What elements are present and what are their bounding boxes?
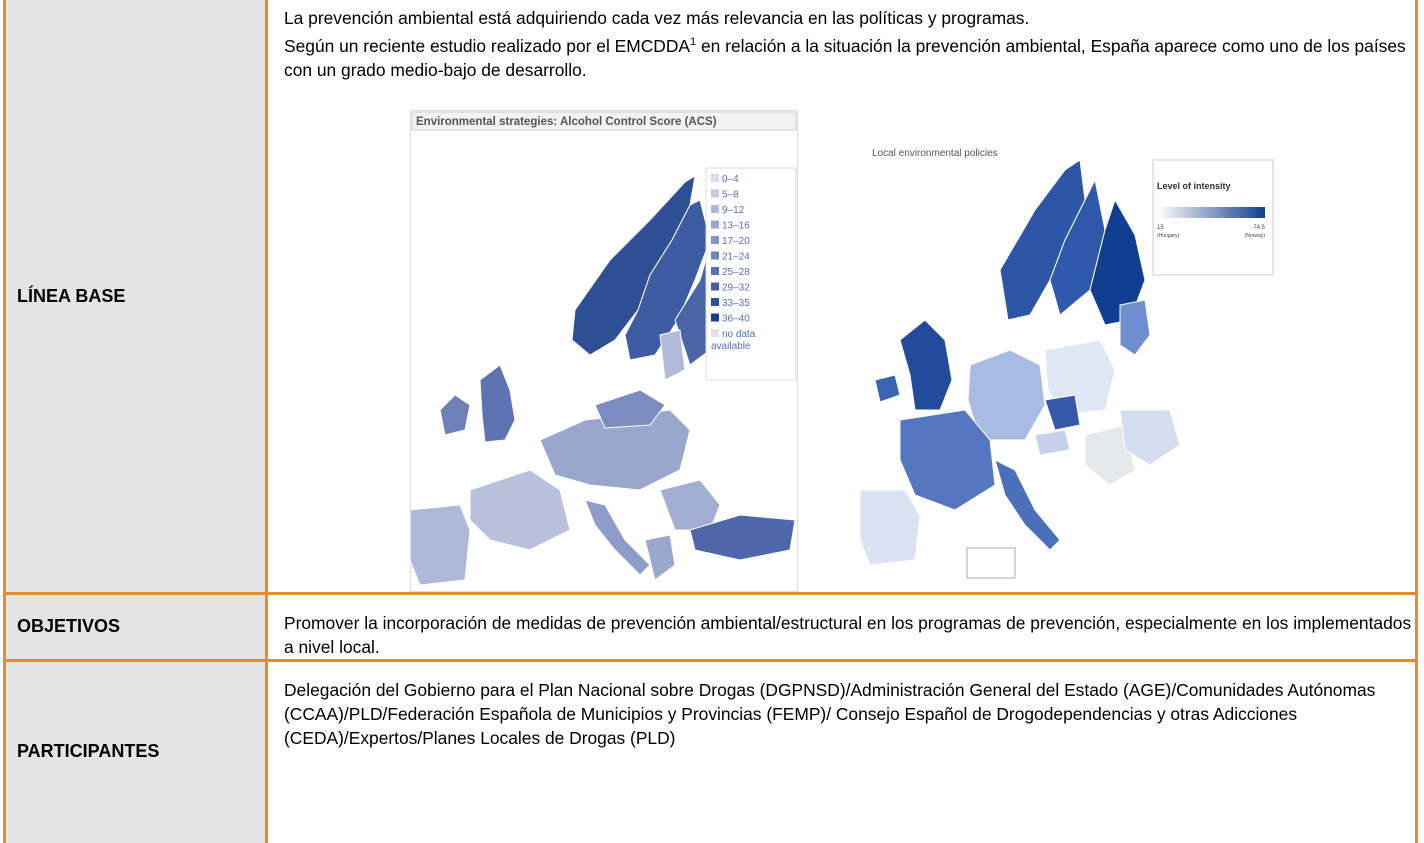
legend-label: 33–35 [722,298,750,309]
text: Según un reciente estudio realizado por … [284,35,691,56]
legend-label: 21–24 [722,252,750,263]
border [265,0,268,843]
border [3,0,6,843]
legend-swatch [711,174,719,182]
row-label: LÍNEA BASE [4,0,266,593]
legend-min: 15 [1157,225,1164,231]
legend-swatch [711,313,719,322]
legend-title: Level of intensity [1157,181,1231,191]
legend-swatch [711,298,719,306]
map-title: Environmental strategies: Alcohol Contro… [416,116,717,128]
text: en relación a la situación la prevención… [284,35,1406,80]
border [1415,0,1418,843]
legend-label: 29–32 [722,283,750,294]
border [4,592,1418,595]
map-intensity: Local environmental policies Level of in… [860,140,1280,580]
gradient-bar [1157,207,1265,218]
legend-label: 0–4 [722,174,739,185]
inset-box [966,547,1016,579]
legend-swatch [711,220,719,229]
legend-label: 13–16 [722,221,750,232]
row-label: PARTICIPANTES [4,660,266,843]
map-shapes [860,159,1181,566]
paragraph: Según un reciente estudio realizado por … [284,30,1412,82]
cell-text: Delegación del Gobierno para el Plan Nac… [284,680,1376,748]
legend-swatch [711,205,719,213]
legend-swatch [711,189,719,198]
map-title: Local environmental policies [872,148,998,159]
paragraph: La prevención ambiental está adquiriendo… [284,8,1030,28]
legend-swatch [711,267,719,275]
map-alcohol: Environmental strategies: Alcohol Contro… [410,110,798,592]
map-shapes [410,175,796,586]
footnote-ref: 1 [690,36,697,48]
legend: 0–4 5–8 9–12 13–16 17–20 21–24 25–28 29–32 33–35… [711,174,756,352]
legend-swatch [711,282,719,291]
legend-max-country: (Norway) [1245,233,1266,239]
legend-swatch [711,251,719,260]
legend-label: 5–8 [722,190,739,201]
row-label: OBJETIVOS [4,593,266,660]
legend-box [705,167,797,381]
legend-max: 74.5 [1253,225,1265,231]
border [4,659,1418,662]
legend-label: 36–40 [722,314,750,325]
legend-swatch [711,236,719,244]
legend-label: 17–20 [722,236,750,247]
legend-label: 25–28 [722,267,750,278]
cell-text: La prevención ambiental está adquiriendo… [284,6,1412,82]
legend-min-country: (Hungary) [1157,233,1180,239]
legend-label: 9–12 [722,205,745,216]
cell-text: Promover la incorporación de medidas de … [284,613,1412,657]
title-box [411,111,797,131]
legend-swatch [711,329,719,337]
legend-label: no data available [711,329,756,352]
